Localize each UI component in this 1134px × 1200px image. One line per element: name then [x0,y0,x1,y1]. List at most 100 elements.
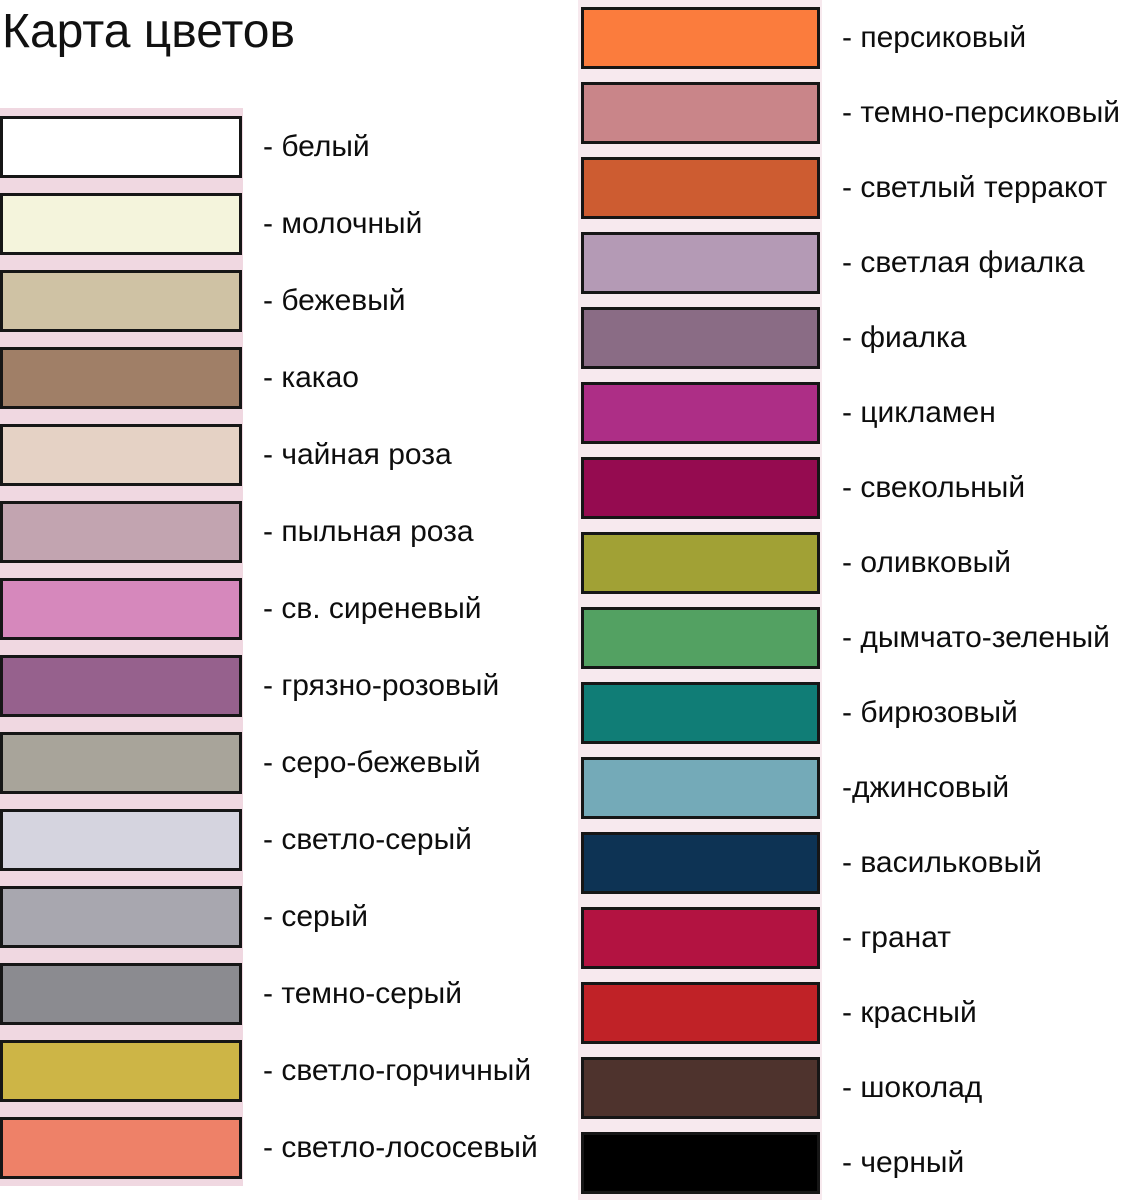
color-row: - серо-бежевый [0,724,538,801]
color-row: - св. сиреневый [0,570,538,647]
swatch-band-cell [0,878,243,955]
swatch-band-cell [0,493,243,570]
color-swatch [0,500,242,563]
color-row: - фиалка [578,300,1120,375]
color-label: - чайная роза [263,437,452,471]
color-label: - фиалка [842,320,967,354]
swatch-band-cell [578,1125,822,1200]
swatch-band-cell [578,75,822,150]
color-label: - оливковый [842,545,1011,579]
swatch-band-cell [578,1050,822,1125]
color-label: - темно-персиковый [842,95,1121,129]
color-label: - белый [263,129,370,163]
color-swatch [581,306,820,369]
color-row: - темно-персиковый [578,75,1120,150]
swatch-band-cell [578,225,822,300]
swatch-band-cell [0,1032,243,1109]
color-swatch [581,231,820,294]
color-label: - цикламен [842,395,996,429]
swatch-band-cell [578,675,822,750]
page-title: Карта цветов [2,5,295,58]
color-swatch [0,577,242,640]
color-swatch [0,346,242,409]
color-swatch [581,6,820,69]
color-label: - шоколад [842,1070,983,1104]
color-row: - красный [578,975,1120,1050]
swatch-band-cell [0,801,243,878]
color-row: - пыльная роза [0,493,538,570]
color-swatch [581,606,820,669]
color-label: -джинсовый [842,770,1010,804]
swatch-band-cell [0,1109,243,1186]
swatch-band-cell [0,647,243,724]
swatch-band-cell [578,0,822,75]
color-swatch [581,1056,820,1119]
color-swatch [0,962,242,1025]
color-label: - молочный [263,206,423,240]
color-swatch [581,981,820,1044]
color-label: - светлая фиалка [842,245,1085,279]
color-swatch [0,1116,242,1179]
swatch-band-cell [0,262,243,339]
swatch-band-cell [0,955,243,1032]
color-row: - гранат [578,900,1120,975]
color-row: - черный [578,1125,1120,1200]
color-swatch [0,115,242,178]
color-swatch [0,808,242,871]
color-row: - цикламен [578,375,1120,450]
swatch-band-cell [0,339,243,416]
color-swatch [581,381,820,444]
color-row: - васильковый [578,825,1120,900]
color-swatch [0,654,242,717]
color-row: - светло-лососевый [0,1109,538,1186]
swatch-band-cell [578,375,822,450]
color-label: - темно-серый [263,976,462,1010]
swatch-band-cell [0,724,243,801]
color-label: - бежевый [263,283,406,317]
color-row: - светлый терракот [578,150,1120,225]
swatch-band-cell [578,975,822,1050]
color-label: - пыльная роза [263,514,474,548]
color-label: - серый [263,899,369,933]
color-row: - чайная роза [0,416,538,493]
swatch-band-cell [578,525,822,600]
color-row: - шоколад [578,1050,1120,1125]
color-swatch [581,531,820,594]
color-label: - светло-лососевый [263,1130,538,1164]
color-swatch [0,1039,242,1102]
color-label: - светло-серый [263,822,472,856]
color-row: - свекольный [578,450,1120,525]
color-swatch [0,885,242,948]
color-label: - свекольный [842,470,1026,504]
color-swatch [581,1131,820,1194]
color-swatch [581,456,820,519]
swatch-band-cell [578,900,822,975]
color-row: - светло-горчичный [0,1032,538,1109]
color-row: - темно-серый [0,955,538,1032]
color-row: - оливковый [578,525,1120,600]
color-label: - гранат [842,920,951,954]
swatch-band-cell [578,150,822,225]
color-label: - бирюзовый [842,695,1018,729]
color-label: - серо-бежевый [263,745,481,779]
color-swatch [581,681,820,744]
color-row: - бежевый [0,262,538,339]
left-color-column: - белый - молочный - бежевый - какао - чайна… [0,108,538,1186]
color-swatch [0,423,242,486]
color-row: - грязно-розовый [0,647,538,724]
color-row: - какао [0,339,538,416]
color-row: - бирюзовый [578,675,1120,750]
color-swatch [0,192,242,255]
right-color-column: - персиковый - темно-персиковый - светлый … [578,0,1120,1200]
swatch-band-cell [578,300,822,375]
color-label: - какао [263,360,359,394]
color-label: - черный [842,1145,965,1179]
color-row: - светло-серый [0,801,538,878]
color-row: - серый [0,878,538,955]
swatch-band-cell [0,108,243,185]
color-swatch [0,731,242,794]
color-label: - светло-горчичный [263,1053,532,1087]
color-row: - белый [0,108,538,185]
color-label: - св. сиреневый [263,591,482,625]
